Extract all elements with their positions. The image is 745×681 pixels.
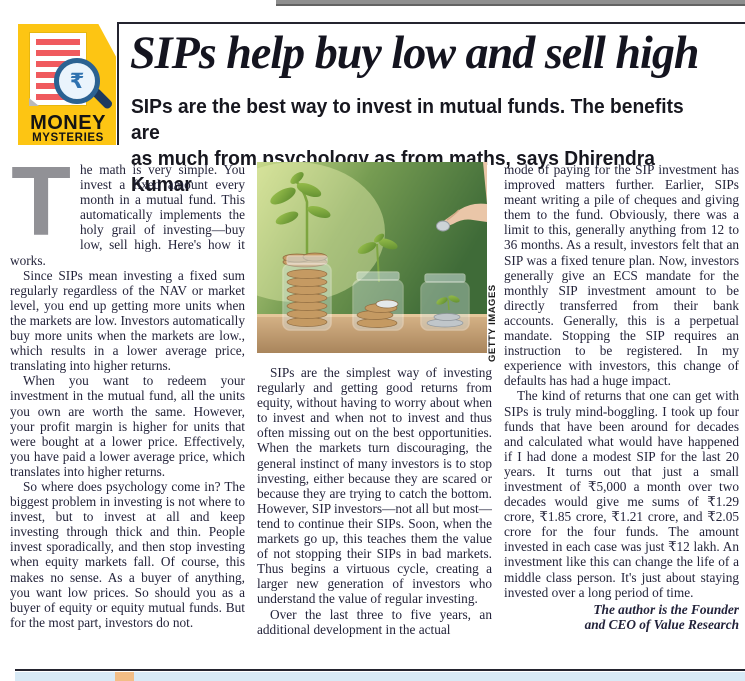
magnifier-rupee-icon: ₹ xyxy=(54,58,100,104)
header-rule xyxy=(117,22,745,24)
article-headline: SIPs help buy low and sell high xyxy=(130,27,700,79)
badge-title-money: MONEY xyxy=(30,112,106,134)
paragraph: SIPs are the simplest way of investing r… xyxy=(257,365,492,607)
paragraph: The kind of returns that one can get wit… xyxy=(504,388,739,600)
signoff-line1: The author is the Founder xyxy=(593,601,739,617)
next-section-accent xyxy=(115,672,134,681)
signoff-line2: and CEO of Value Research xyxy=(584,616,739,632)
paragraph: Since SIPs mean investing a fixed sum re… xyxy=(10,267,245,374)
article-photo xyxy=(257,162,487,353)
document-line xyxy=(36,61,80,67)
paragraph: Over the last three to five years, an ad… xyxy=(257,606,492,637)
author-name: Dhirendra Kumar xyxy=(131,148,655,196)
standfirst-line1: SIPs are the best way to invest in mutua… xyxy=(131,96,684,144)
badge-title-mysteries: MYSTERIES xyxy=(32,132,104,144)
paragraph: So where does psychology come in? The bi… xyxy=(10,478,245,630)
column-2: SIPs are the simplest way of investing r… xyxy=(257,162,492,670)
column-3: mode of paying for the SIP investment ha… xyxy=(504,162,739,670)
document-line xyxy=(36,50,80,56)
paragraph: mode of paying for the SIP investment ha… xyxy=(504,162,739,389)
header-vertical-rule xyxy=(117,22,119,145)
paragraph: When you want to redeem your investment … xyxy=(10,373,245,479)
money-mysteries-badge: ₹ MONEY MYSTERIES xyxy=(18,24,116,145)
next-section-edge xyxy=(15,672,745,681)
top-gray-bar xyxy=(276,0,745,6)
document-line xyxy=(36,94,80,100)
paragraph-text: he math is very simple. You invest a fix… xyxy=(10,162,245,268)
rupee-symbol: ₹ xyxy=(69,68,85,93)
bottom-rule xyxy=(15,669,745,671)
photo-credit: GETTY IMAGES xyxy=(487,284,498,362)
drop-cap: T xyxy=(11,165,71,239)
author-signoff: The author is the Founder and CEO of Val… xyxy=(504,602,739,632)
folded-corner xyxy=(29,98,39,106)
document-line xyxy=(36,39,80,45)
